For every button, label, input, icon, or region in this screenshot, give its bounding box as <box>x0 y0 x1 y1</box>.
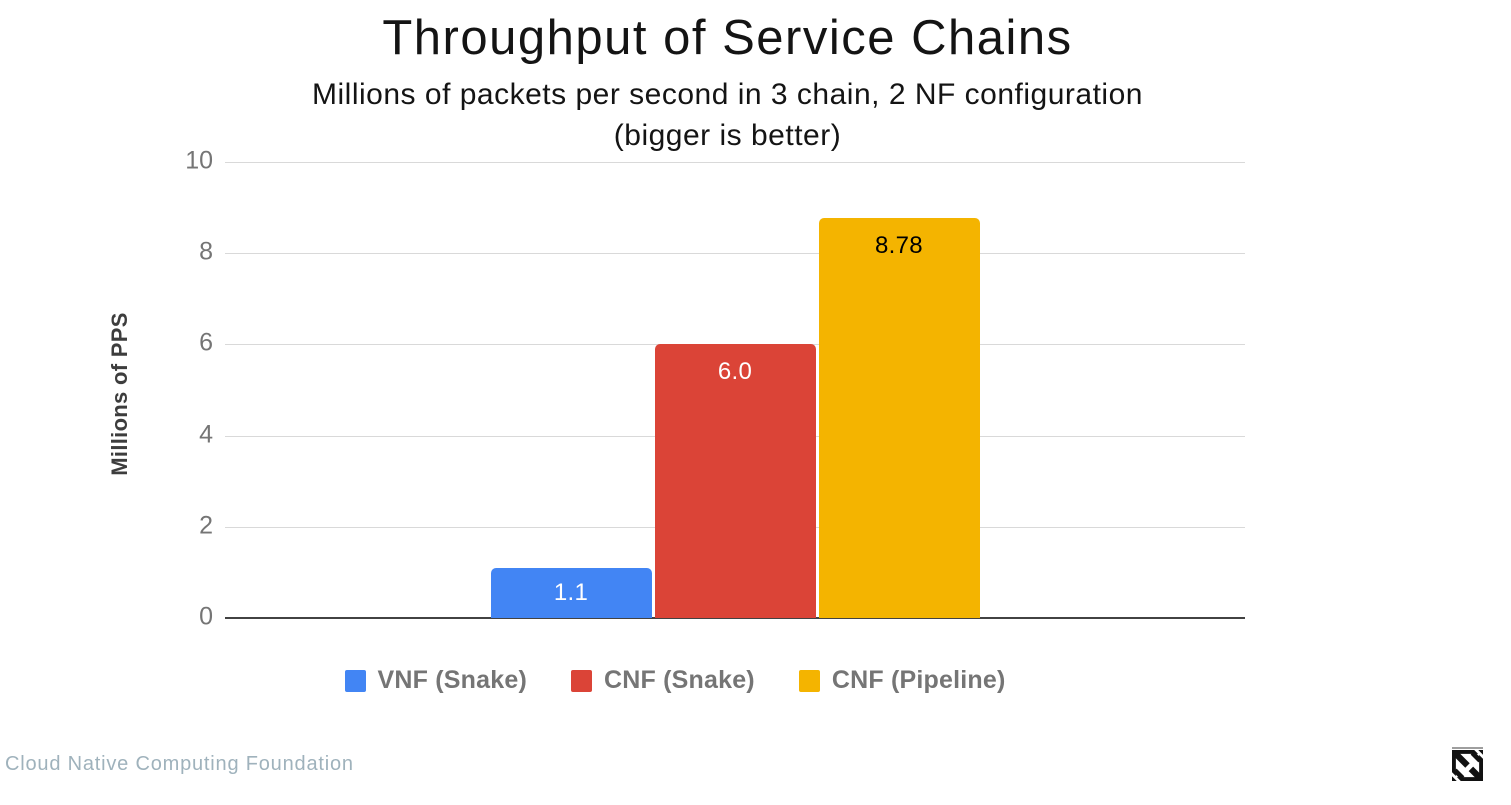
legend-item-vnf-snake: VNF (Snake) <box>344 666 527 695</box>
y-tick-label: 10 <box>185 146 213 175</box>
y-tick-label: 8 <box>199 237 213 266</box>
chart-title: Throughput of Service Chains <box>382 11 1073 65</box>
legend-swatch-icon <box>344 669 366 692</box>
y-tick-label: 2 <box>199 511 213 540</box>
chart-legend: VNF (Snake) CNF (Snake) CNF (Pipeline) <box>0 666 1350 695</box>
legend-swatch-icon <box>570 669 592 692</box>
bar-cnf-pipeline <box>818 217 980 618</box>
chart-subtitle-line1: Millions of packets per second in 3 chai… <box>312 78 1143 111</box>
gridline <box>225 253 1245 255</box>
cncf-logo-glyph <box>1450 748 1485 783</box>
cncf-logo-icon <box>1450 747 1485 786</box>
x-axis-baseline <box>225 617 1245 619</box>
y-tick-label: 4 <box>199 419 213 448</box>
legend-label: VNF (Snake) <box>377 666 527 694</box>
footer-attribution: Cloud Native Computing Foundation <box>5 753 354 775</box>
legend-item-cnf-snake: CNF (Snake) <box>570 666 755 695</box>
y-axis-title: Millions of PPS <box>107 312 132 476</box>
legend-label: CNF (Snake) <box>603 666 755 694</box>
chart-subtitle: Millions of packets per second in 3 chai… <box>0 74 1455 156</box>
bar-value-label: 6.0 <box>717 358 753 386</box>
y-tick-label: 6 <box>199 328 213 357</box>
chart-subtitle-line2: (bigger is better) <box>613 119 842 152</box>
bar-value-label: 8.78 <box>875 231 923 259</box>
bar-cnf-snake <box>654 344 816 618</box>
legend-item-cnf-pipeline: CNF (Pipeline) <box>798 666 1006 695</box>
y-tick-label: 0 <box>199 602 213 631</box>
legend-swatch-icon <box>798 669 820 692</box>
bar-vnf-snake <box>490 567 652 618</box>
cncf-logo-topline <box>1452 747 1483 749</box>
bar-value-label: 1.1 <box>553 578 589 606</box>
legend-label: CNF (Pipeline) <box>831 666 1006 694</box>
gridline <box>225 162 1245 163</box>
